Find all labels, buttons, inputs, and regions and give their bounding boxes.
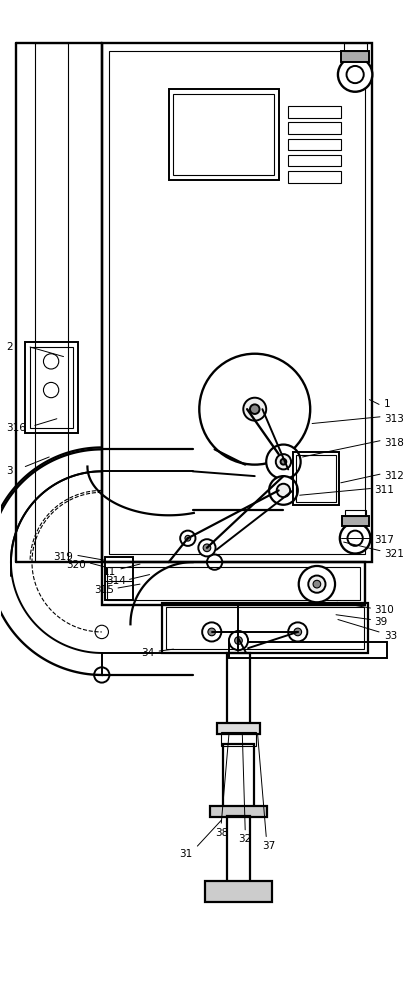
Bar (296, 455, 336, 502)
Circle shape (43, 354, 59, 369)
Text: 1: 1 (384, 399, 390, 409)
Circle shape (180, 531, 196, 546)
Text: 318: 318 (384, 438, 404, 448)
Bar (173, 94, 274, 175)
Text: 2: 2 (6, 342, 13, 352)
Bar (345, 510, 366, 516)
Text: 33: 33 (384, 631, 397, 641)
Text: 313: 313 (384, 414, 404, 424)
Text: 311: 311 (374, 485, 394, 495)
Bar (217, 723, 260, 734)
Text: 315: 315 (94, 585, 114, 595)
Bar (288, 171, 341, 183)
Text: 316: 316 (6, 423, 26, 433)
Circle shape (288, 622, 307, 641)
Bar (227, 653, 250, 729)
Bar (341, 51, 369, 62)
Bar (344, 43, 367, 51)
Circle shape (202, 622, 221, 641)
Bar (102, 43, 372, 562)
Text: 320: 320 (66, 560, 85, 570)
Bar (109, 51, 364, 554)
Bar (229, 642, 387, 658)
Bar (107, 567, 360, 600)
Circle shape (203, 544, 211, 552)
Circle shape (208, 628, 215, 636)
Circle shape (294, 628, 302, 636)
Bar (162, 603, 368, 653)
Text: 32: 32 (239, 834, 252, 844)
Text: 34: 34 (141, 648, 154, 658)
Bar (288, 122, 341, 134)
Bar (288, 155, 341, 166)
Circle shape (198, 539, 215, 556)
Circle shape (313, 580, 321, 588)
Text: 314: 314 (106, 576, 126, 586)
Text: 317: 317 (374, 535, 394, 545)
Bar (104, 557, 133, 600)
Circle shape (266, 445, 301, 479)
Bar (342, 516, 369, 526)
Text: 11: 11 (103, 567, 116, 577)
Circle shape (243, 398, 266, 421)
Circle shape (281, 459, 286, 465)
Circle shape (276, 454, 291, 469)
Circle shape (229, 631, 248, 650)
Bar (30, 347, 73, 428)
Circle shape (185, 535, 191, 541)
Circle shape (94, 667, 109, 683)
Bar (166, 607, 364, 649)
Circle shape (347, 531, 363, 546)
Text: 31: 31 (179, 849, 193, 859)
Circle shape (234, 637, 242, 644)
Bar (25, 342, 78, 433)
Circle shape (95, 625, 109, 639)
Circle shape (250, 404, 260, 414)
Circle shape (340, 523, 371, 554)
Bar (102, 562, 364, 605)
Text: 310: 310 (374, 605, 394, 615)
Text: 312: 312 (384, 471, 404, 481)
Bar (288, 106, 341, 118)
Circle shape (207, 554, 222, 570)
Bar (169, 89, 279, 180)
Bar (293, 452, 339, 505)
Bar (227, 816, 250, 882)
Text: 3: 3 (6, 466, 13, 476)
Text: 319: 319 (53, 552, 73, 562)
Bar (288, 139, 341, 150)
Circle shape (199, 354, 310, 465)
Circle shape (347, 66, 364, 83)
Bar (210, 806, 267, 817)
Bar (205, 881, 272, 902)
Text: 38: 38 (215, 828, 228, 838)
Circle shape (277, 484, 290, 497)
Circle shape (338, 57, 372, 92)
Bar (221, 732, 256, 746)
Text: 37: 37 (262, 841, 276, 851)
Circle shape (308, 576, 326, 593)
Bar (223, 744, 254, 811)
Circle shape (299, 566, 335, 602)
Circle shape (43, 382, 59, 398)
Text: 321: 321 (384, 549, 404, 559)
Circle shape (269, 476, 298, 505)
Text: 39: 39 (374, 617, 388, 627)
